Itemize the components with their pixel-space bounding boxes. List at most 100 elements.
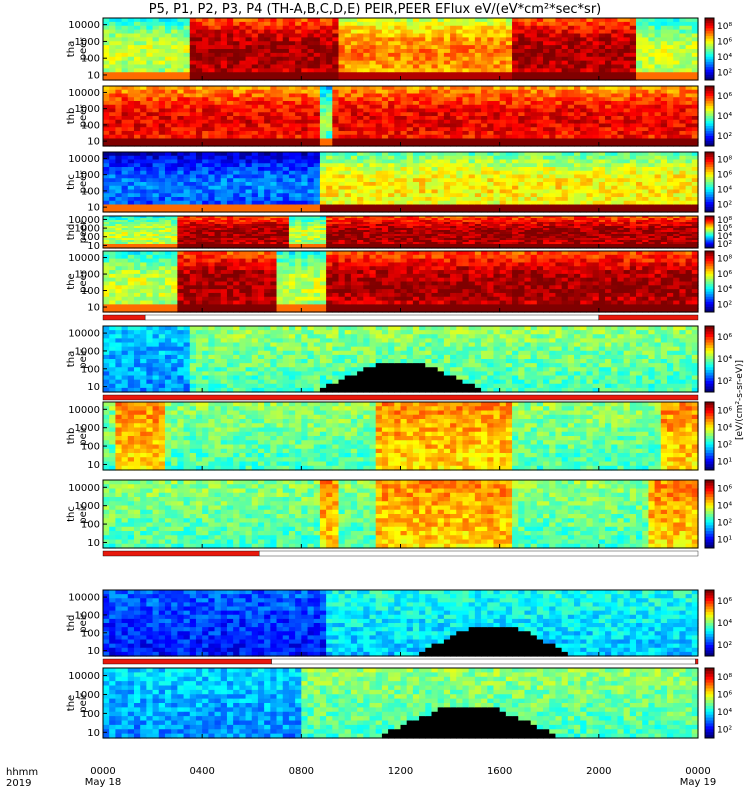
heatmap-cell	[673, 189, 681, 194]
heatmap-cell	[295, 138, 302, 143]
heatmap-cell	[270, 89, 278, 95]
heatmap-cell	[152, 232, 160, 235]
heatmap-cell	[338, 37, 346, 42]
heatmap-cell	[363, 21, 371, 27]
heatmap-cell	[103, 159, 110, 164]
heatmap-cell	[667, 131, 674, 136]
heatmap-cell	[115, 86, 123, 91]
heatmap-cell	[363, 193, 371, 198]
heatmap-cell	[319, 138, 327, 143]
heatmap-cell	[152, 234, 160, 237]
heatmap-cell	[220, 116, 228, 121]
heatmap-cell	[462, 178, 470, 183]
heatmap-cell	[195, 72, 203, 77]
heatmap-cell	[381, 45, 389, 50]
heatmap-cell	[691, 174, 699, 179]
heatmap-cell	[171, 220, 178, 223]
heatmap-cell	[443, 197, 451, 202]
heatmap-cell	[567, 56, 575, 62]
heatmap-cell	[425, 152, 433, 157]
heatmap-cell	[115, 131, 123, 136]
heatmap-cell	[487, 178, 495, 183]
heatmap-cell	[183, 21, 191, 27]
heatmap-cell	[301, 29, 309, 35]
heatmap-cell	[369, 68, 377, 73]
heatmap-cell	[127, 127, 135, 132]
colorbar-step	[705, 204, 714, 208]
heatmap-cell	[412, 167, 420, 172]
heatmap-cell	[245, 86, 253, 91]
heatmap-cell	[412, 25, 420, 31]
heatmap-cell	[133, 236, 141, 239]
colorbar-step	[705, 209, 714, 213]
heatmap-cell	[103, 68, 110, 73]
heatmap-cell	[679, 170, 687, 176]
heatmap-cell	[648, 25, 656, 31]
colorbar-step	[705, 167, 714, 170]
heatmap-cell	[233, 72, 240, 77]
heatmap-cell	[629, 155, 637, 161]
heatmap-cell	[425, 131, 433, 136]
heatmap-cell	[257, 21, 265, 27]
heatmap-cell	[226, 182, 234, 187]
heatmap-cell	[109, 246, 116, 249]
heatmap-cell	[208, 127, 216, 132]
heatmap-cell	[127, 56, 135, 62]
heatmap-cell	[691, 56, 699, 62]
heatmap-cell	[642, 104, 650, 110]
heatmap-cell	[388, 41, 395, 46]
heatmap-cell	[295, 86, 302, 91]
heatmap-cell	[350, 127, 358, 132]
heatmap-cell	[189, 244, 197, 247]
heatmap-cell	[598, 204, 606, 209]
heatmap-cell	[543, 86, 550, 91]
heatmap-cell	[474, 200, 482, 206]
heatmap-cell	[654, 25, 662, 31]
heatmap-cell	[536, 60, 544, 66]
heatmap-cell	[499, 159, 507, 164]
heatmap-cell	[288, 108, 296, 113]
heatmap-cell	[623, 152, 631, 157]
heatmap-cell	[524, 33, 532, 38]
heatmap-cell	[642, 131, 650, 136]
heatmap-cell	[177, 108, 185, 113]
heatmap-cell	[499, 29, 507, 35]
heatmap-cell	[319, 49, 327, 54]
heatmap-cell	[332, 193, 340, 198]
heatmap-cell	[586, 170, 594, 176]
heatmap-cell	[419, 163, 426, 168]
heatmap-cell	[288, 18, 296, 23]
heatmap-cell	[164, 238, 172, 241]
heatmap-cell	[276, 97, 284, 102]
heatmap-cell	[648, 86, 656, 91]
heatmap-cell	[282, 127, 290, 132]
heatmap-cell	[530, 56, 538, 62]
heatmap-cell	[313, 104, 321, 110]
heatmap-cell	[344, 193, 352, 198]
heatmap-cell	[561, 131, 569, 136]
heatmap-cell	[127, 123, 135, 128]
heatmap-cell	[195, 25, 203, 31]
heatmap-cell	[121, 228, 129, 231]
heatmap-cell	[623, 25, 631, 31]
heatmap-cell	[580, 185, 588, 191]
heatmap-cell	[394, 86, 402, 91]
heatmap-cell	[425, 155, 433, 161]
heatmap-cell	[109, 159, 116, 164]
heatmap-cell	[474, 208, 482, 213]
heatmap-cell	[580, 163, 588, 168]
heatmap-cell	[431, 29, 439, 35]
heatmap-cell	[103, 123, 110, 128]
heatmap-cell	[549, 142, 557, 147]
heatmap-cell	[450, 89, 457, 95]
heatmap-cell	[350, 167, 358, 172]
heatmap-cell	[245, 159, 253, 164]
heatmap-cell	[592, 72, 600, 77]
heatmap-cell	[574, 134, 581, 140]
heatmap-cell	[443, 152, 451, 157]
heatmap-cell	[319, 104, 327, 110]
heatmap-cell	[499, 138, 507, 143]
heatmap-cell	[487, 200, 495, 206]
heatmap-cell	[567, 64, 575, 69]
heatmap-cell	[257, 182, 265, 187]
